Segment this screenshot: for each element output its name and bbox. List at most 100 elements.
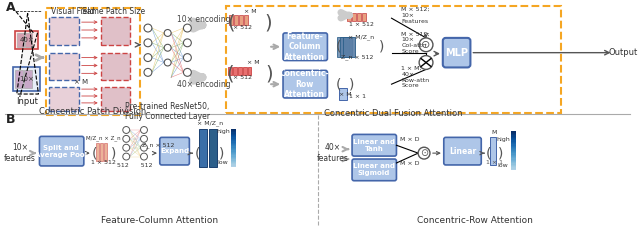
FancyBboxPatch shape <box>231 149 236 150</box>
FancyBboxPatch shape <box>352 134 396 156</box>
FancyBboxPatch shape <box>231 159 236 160</box>
FancyBboxPatch shape <box>511 155 516 156</box>
FancyBboxPatch shape <box>231 143 236 144</box>
Text: 512      512: 512 512 <box>117 163 153 168</box>
FancyBboxPatch shape <box>233 67 237 75</box>
Text: (: ( <box>195 146 200 160</box>
FancyBboxPatch shape <box>352 159 396 181</box>
Text: 40×: 40× <box>19 37 34 43</box>
FancyBboxPatch shape <box>511 152 516 153</box>
Text: × M/Z_n: × M/Z_n <box>197 121 223 126</box>
Text: ): ) <box>498 146 504 160</box>
FancyBboxPatch shape <box>244 15 248 25</box>
FancyBboxPatch shape <box>226 6 561 113</box>
Text: × M: × M <box>339 91 351 96</box>
Text: M: M <box>492 130 497 135</box>
FancyBboxPatch shape <box>283 70 328 98</box>
FancyBboxPatch shape <box>340 37 352 57</box>
FancyBboxPatch shape <box>231 138 236 139</box>
Circle shape <box>144 39 152 47</box>
Text: 10×: 10× <box>19 76 34 82</box>
Circle shape <box>184 54 191 62</box>
Text: 10×
features: 10× features <box>4 143 36 163</box>
FancyBboxPatch shape <box>231 148 236 149</box>
FancyBboxPatch shape <box>231 135 236 136</box>
Text: 1 × 1: 1 × 1 <box>486 160 502 165</box>
FancyBboxPatch shape <box>46 8 140 115</box>
FancyBboxPatch shape <box>231 164 236 166</box>
FancyBboxPatch shape <box>511 149 516 151</box>
FancyBboxPatch shape <box>13 67 40 91</box>
FancyBboxPatch shape <box>243 67 246 75</box>
Text: Feature-
Column
Attention: Feature- Column Attention <box>284 32 325 62</box>
FancyBboxPatch shape <box>339 88 347 100</box>
FancyBboxPatch shape <box>511 166 516 167</box>
FancyBboxPatch shape <box>231 144 236 145</box>
Circle shape <box>141 144 147 151</box>
Text: Same Patch Size: Same Patch Size <box>82 7 145 16</box>
FancyBboxPatch shape <box>231 132 236 134</box>
FancyBboxPatch shape <box>231 153 236 154</box>
FancyBboxPatch shape <box>25 33 31 47</box>
Text: high: high <box>216 129 230 134</box>
FancyBboxPatch shape <box>231 155 236 157</box>
Text: 10× encoding: 10× encoding <box>177 15 231 24</box>
FancyBboxPatch shape <box>511 143 516 144</box>
FancyBboxPatch shape <box>49 53 79 80</box>
FancyBboxPatch shape <box>229 15 233 25</box>
Text: ): ) <box>219 146 224 160</box>
FancyBboxPatch shape <box>239 15 243 25</box>
FancyBboxPatch shape <box>511 151 516 152</box>
Text: high: high <box>496 137 510 142</box>
Text: M × D: M × D <box>399 137 419 142</box>
Text: Z_n × 512: Z_n × 512 <box>341 55 373 60</box>
FancyBboxPatch shape <box>352 13 356 21</box>
Circle shape <box>144 24 152 32</box>
FancyBboxPatch shape <box>15 31 38 49</box>
Text: (: ( <box>227 65 234 84</box>
FancyBboxPatch shape <box>231 160 236 162</box>
FancyBboxPatch shape <box>160 137 189 165</box>
FancyBboxPatch shape <box>511 162 516 163</box>
FancyBboxPatch shape <box>231 158 236 159</box>
FancyBboxPatch shape <box>347 13 351 21</box>
FancyBboxPatch shape <box>511 153 516 155</box>
Text: ): ) <box>264 14 272 33</box>
Text: MLP: MLP <box>445 48 468 58</box>
FancyBboxPatch shape <box>511 147 516 148</box>
Circle shape <box>419 38 433 52</box>
Text: Linear and
Tanh: Linear and Tanh <box>353 139 395 152</box>
Text: 1 × 512: 1 × 512 <box>91 160 116 165</box>
Text: low: low <box>218 160 228 165</box>
FancyBboxPatch shape <box>15 70 22 88</box>
Circle shape <box>141 126 147 133</box>
Text: × 512: × 512 <box>233 25 252 30</box>
FancyBboxPatch shape <box>357 13 361 21</box>
FancyBboxPatch shape <box>231 152 236 153</box>
FancyBboxPatch shape <box>444 137 481 165</box>
FancyBboxPatch shape <box>231 140 236 141</box>
Circle shape <box>184 68 191 76</box>
Text: (: ( <box>228 14 236 33</box>
Circle shape <box>123 153 130 160</box>
FancyBboxPatch shape <box>511 165 516 166</box>
Text: Visual Field: Visual Field <box>51 7 95 16</box>
FancyBboxPatch shape <box>443 38 470 67</box>
FancyBboxPatch shape <box>231 157 236 158</box>
Text: Feature-Column Attention: Feature-Column Attention <box>101 216 218 225</box>
Text: Split and
Average Pool: Split and Average Pool <box>35 145 87 158</box>
FancyBboxPatch shape <box>231 139 236 140</box>
FancyBboxPatch shape <box>511 157 516 158</box>
FancyBboxPatch shape <box>511 146 516 147</box>
FancyBboxPatch shape <box>234 15 237 25</box>
FancyBboxPatch shape <box>248 67 252 75</box>
FancyBboxPatch shape <box>511 134 516 135</box>
Text: Pre-trained ResNet50,
Fully Connected Layer: Pre-trained ResNet50, Fully Connected La… <box>125 102 210 121</box>
FancyBboxPatch shape <box>511 156 516 157</box>
Text: Input: Input <box>16 97 38 106</box>
Circle shape <box>123 126 130 133</box>
FancyBboxPatch shape <box>511 137 516 138</box>
Text: ): ) <box>379 40 384 54</box>
FancyBboxPatch shape <box>209 129 217 167</box>
Text: low: low <box>497 163 508 168</box>
